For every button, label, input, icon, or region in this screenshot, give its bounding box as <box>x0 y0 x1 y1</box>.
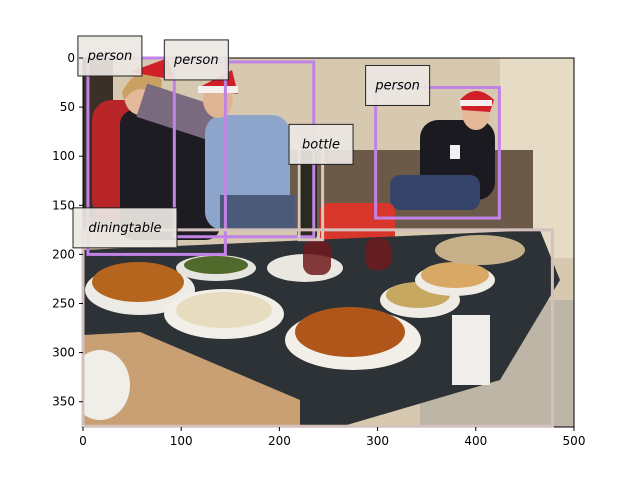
label-tag-background <box>77 35 143 77</box>
cup <box>450 145 460 159</box>
detections-layer: person person person bottle diningtable <box>72 35 554 428</box>
x-tick-label: 100 <box>170 434 193 448</box>
label-tag-background <box>163 39 229 81</box>
y-tick-label: 200 <box>52 247 75 261</box>
person-bounding-box <box>86 56 227 256</box>
axes-layer: 0 100 200 300 400 500 0 50 100 150 200 250 300 350 <box>52 51 585 448</box>
y-tick-label: 250 <box>52 297 75 311</box>
x-tick-label: 500 <box>563 434 586 448</box>
diningtable-label-tag: diningtable <box>72 207 178 249</box>
label-tag-text: person <box>87 49 133 64</box>
label-tag-text: bottle <box>302 137 340 152</box>
y-tick-label: 350 <box>52 395 75 409</box>
label-tag-background <box>365 64 431 106</box>
person-label-tag: person <box>163 39 229 81</box>
y-tick-label: 150 <box>52 198 75 212</box>
x-tick-label: 400 <box>464 434 487 448</box>
label-tag-text: person <box>374 78 420 93</box>
buns <box>421 262 489 288</box>
x-tick-label: 200 <box>268 434 291 448</box>
diningtable-bounding-box <box>81 228 554 428</box>
hat-brim <box>198 86 238 93</box>
person-label-tag: person <box>365 64 431 106</box>
label-tag-background <box>72 207 178 249</box>
fried-food-left <box>92 262 184 302</box>
jeans <box>390 175 480 210</box>
white-box <box>452 315 490 385</box>
plate-stack <box>83 350 130 420</box>
y-tick-label: 0 <box>67 51 75 65</box>
y-tick-label: 100 <box>52 149 75 163</box>
magazine <box>136 83 224 142</box>
person-bounding-box <box>374 85 501 220</box>
y-tick-label: 50 <box>60 100 75 114</box>
wine-glass-left <box>303 240 331 275</box>
salad-bowl <box>435 235 525 265</box>
wine-bottle <box>297 150 317 240</box>
x-tick-label: 300 <box>366 434 389 448</box>
hat-brim <box>460 100 492 106</box>
santa-hat <box>130 58 175 80</box>
bottle-label-tag: bottle <box>288 123 354 165</box>
label-tag-text: diningtable <box>88 221 161 236</box>
wine-glass-right <box>365 238 391 270</box>
label-tag-text: person <box>173 53 219 68</box>
fried-food-center <box>295 307 405 357</box>
label-tag-background <box>288 123 354 165</box>
jeans <box>220 195 295 230</box>
wooden-tray <box>83 332 300 427</box>
person-label-tag: person <box>77 35 143 77</box>
greens <box>184 256 248 274</box>
hair <box>122 72 162 100</box>
noodles <box>176 292 272 328</box>
person-right <box>390 91 495 210</box>
y-tick-label: 300 <box>52 346 75 360</box>
x-tick-label: 0 <box>79 434 87 448</box>
